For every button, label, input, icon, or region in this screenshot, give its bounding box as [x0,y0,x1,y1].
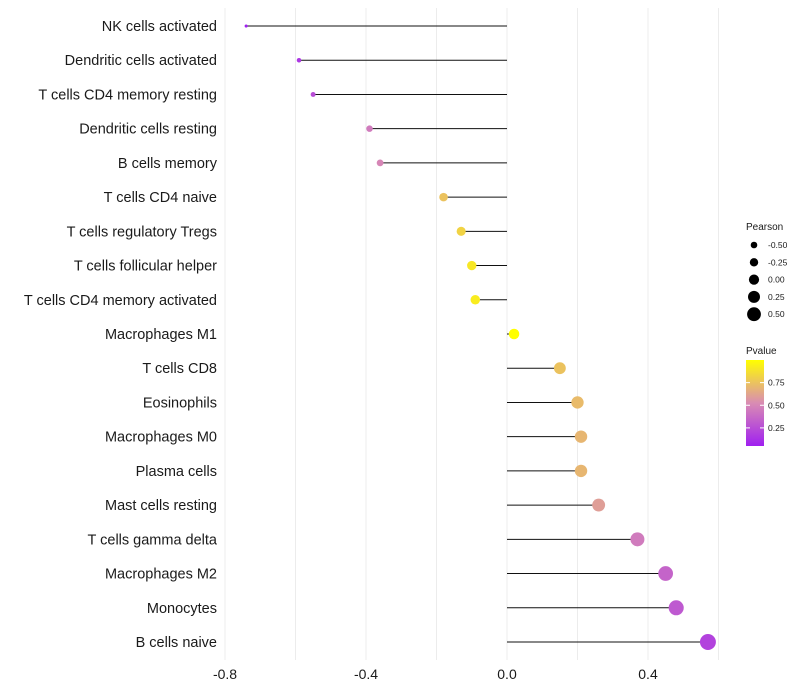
y-tick-label: Dendritic cells resting [79,122,217,138]
x-tick-label: 0.0 [497,666,517,682]
y-tick-label: Macrophages M1 [105,327,217,343]
legend-pearson-title: Pearson [746,222,783,233]
lollipop-point [630,532,645,547]
legend-size-key [750,241,758,249]
lollipop-point [439,192,448,202]
y-tick-label: T cells regulatory Tregs [67,224,217,240]
y-tick-label: Macrophages M0 [105,430,217,446]
y-tick-label: NK cells activated [102,19,217,35]
y-tick-label: T cells gamma delta [88,532,218,548]
y-tick-label: Dendritic cells activated [65,53,217,69]
lollipop-point [456,226,466,236]
lollipop-point [508,328,520,340]
legend-size-key [748,274,760,285]
y-axis-labels: NK cells activated Dendritic cells activa… [24,19,218,651]
lollipop-point [592,498,606,512]
legend-size-key [749,258,759,267]
lollipop-point [571,396,584,409]
lollipop-point [376,159,384,167]
y-tick-label: B cells memory [118,156,218,172]
legend-size-label: 0.25 [768,292,785,302]
legend-pvalue: Pvalue 0.75 0.50 0.25 [746,346,785,446]
y-tick-label: Monocytes [147,601,217,617]
x-axis-ticks: -0.8 -0.4 0.0 0.4 [213,666,658,682]
y-tick-label: T cells CD8 [142,361,217,377]
lollipop-point [553,362,566,375]
legend-pvalue-title: Pvalue [746,346,777,357]
lollipop-point [244,24,248,28]
legend-size-label: -0.25 [768,257,788,267]
y-tick-label: T cells follicular helper [74,259,217,275]
legend-pvalue-colorbar [746,360,764,446]
legend-pearson: Pearson -0.50 -0.25 0.00 0.25 0.50 [746,222,788,322]
grid-lines [224,8,719,660]
legend-color-label: 0.25 [768,423,785,433]
x-tick-label: -0.8 [213,666,237,682]
y-tick-label: Plasma cells [136,464,217,480]
legend-size-key [748,290,760,303]
y-tick-label: Mast cells resting [105,498,217,514]
lollipop-point [467,260,477,271]
lollipop-point [574,430,588,443]
y-tick-label: Macrophages M2 [105,567,217,583]
legend-size-label: 0.00 [768,275,785,285]
y-tick-label: T cells CD4 naive [104,190,217,206]
legend-size-label: -0.50 [768,240,788,250]
y-tick-label: B cells naive [136,635,217,651]
y-tick-label: Eosinophils [143,395,217,411]
lollipop-point [574,464,588,478]
points [244,24,716,650]
lollipop-point [310,91,316,97]
x-tick-label: 0.4 [638,666,658,682]
legend-size-label: 0.50 [768,309,785,319]
legend-color-label: 0.75 [768,378,785,388]
lollipop-point [296,57,302,63]
lollipop-point [699,634,716,650]
legend-color-label: 0.50 [768,400,785,410]
lollipop-point [668,600,684,616]
stems [246,25,708,643]
lollipop-point [658,566,674,581]
y-tick-label: T cells CD4 memory activated [24,293,217,309]
legend-size-key [747,307,761,322]
x-tick-label: -0.4 [354,666,378,682]
y-tick-label: T cells CD4 memory resting [38,87,217,103]
lollipop-point [366,125,373,132]
lollipop-point [470,295,481,305]
